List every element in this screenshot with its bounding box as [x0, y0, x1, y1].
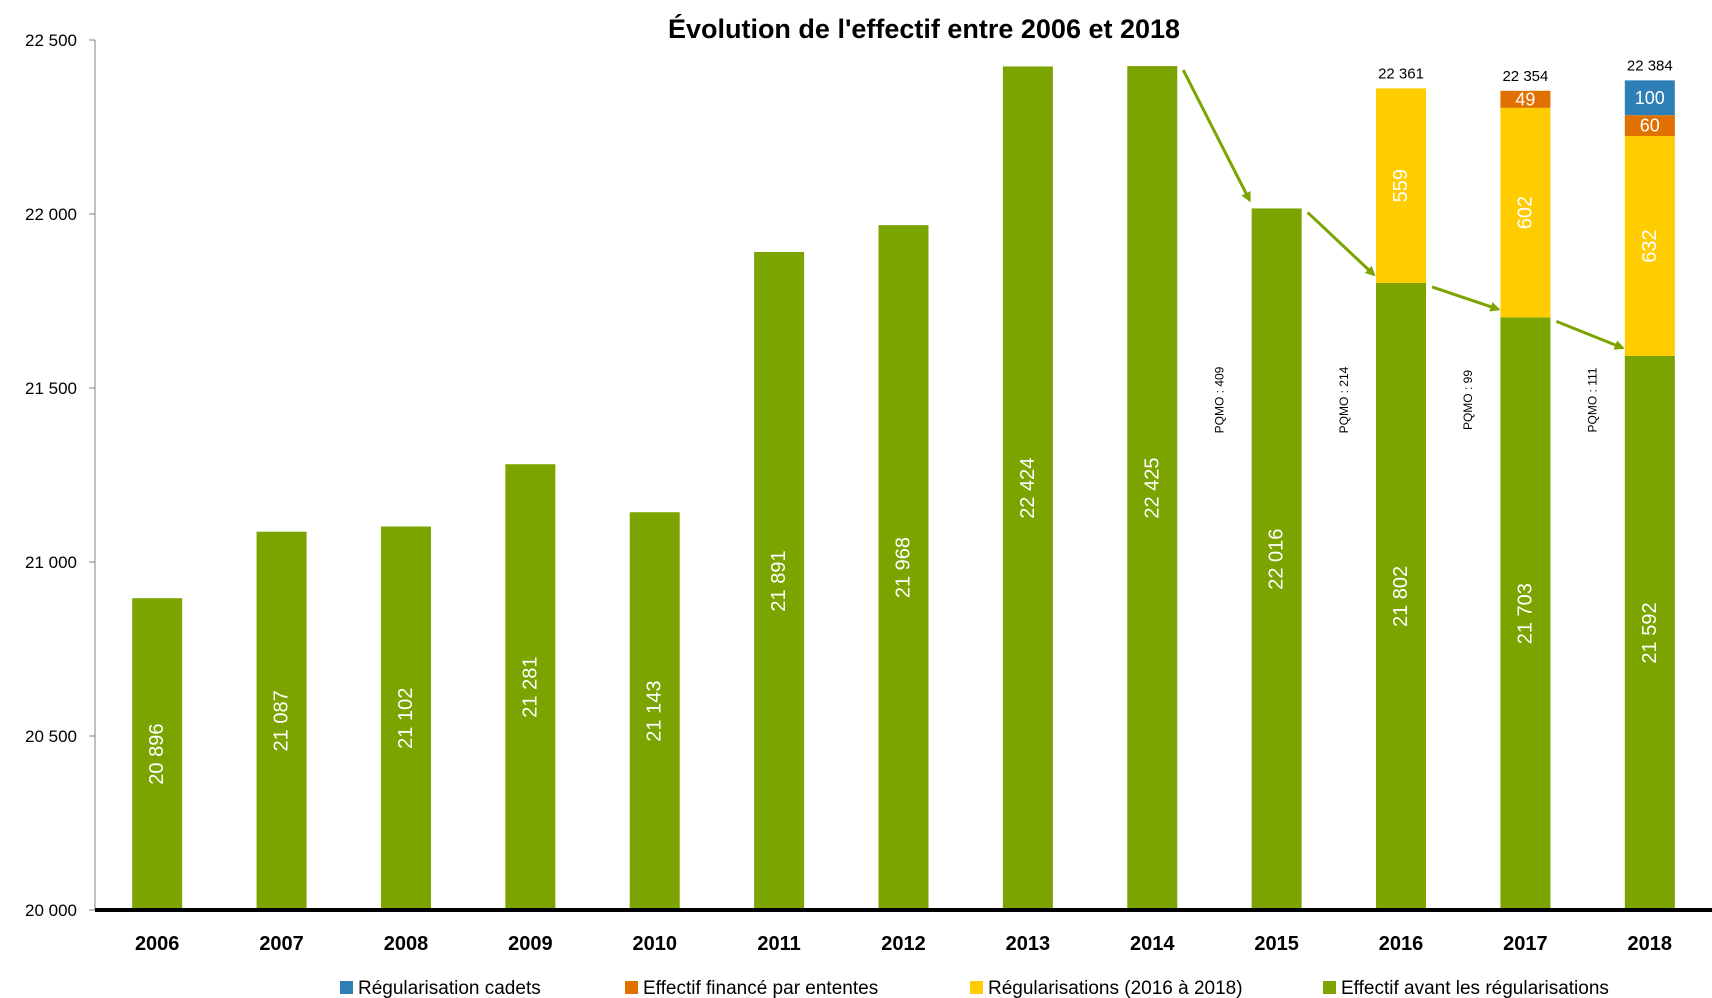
data-label-2017-s2: 49 — [1515, 89, 1535, 109]
bar-2014-s0 — [1127, 66, 1178, 911]
bar-2016-s1 — [1376, 88, 1427, 283]
bar-2018-s3 — [1624, 80, 1675, 116]
bar-2017-s2 — [1500, 90, 1551, 108]
bar-2008-s0 — [380, 526, 431, 910]
data-label-2018-s1: 632 — [1639, 229, 1661, 262]
x-tick-label: 2012 — [881, 933, 926, 955]
y-tick-label: 22 000 — [25, 205, 77, 224]
data-label-2009-s0: 21 281 — [519, 657, 541, 718]
data-label-2013-s0: 22 424 — [1017, 458, 1039, 519]
pqmo-annotation: PQMO : 214 — [1337, 366, 1351, 433]
data-label-2007-s0: 21 087 — [271, 690, 293, 751]
arrows-layer — [1181, 69, 1625, 350]
legend-swatch — [625, 981, 638, 994]
trend-arrow-2017-2018 — [1555, 319, 1625, 350]
y-tick-label: 22 500 — [25, 31, 77, 50]
pqmo-annotation: PQMO : 99 — [1461, 370, 1475, 430]
x-tick-label: 2016 — [1379, 933, 1424, 955]
data-label-2016-s1: 559 — [1390, 169, 1412, 202]
trend-arrow-2014-2015 — [1181, 69, 1251, 203]
axes-layer: 20 000 20 500 21 000 21 500 22 000 22 500 2006… — [25, 31, 1712, 955]
x-tick-label: 2017 — [1503, 933, 1548, 955]
x-tick-label: 2007 — [259, 933, 304, 955]
bar-2018-s1 — [1624, 136, 1675, 356]
data-label-2012-s0: 21 968 — [893, 537, 915, 598]
bar-2012-s0 — [878, 225, 929, 911]
data-label-2011-s0: 21 891 — [768, 550, 790, 611]
x-tick-label: 2008 — [384, 933, 429, 955]
chart-title: Évolution de l'effectif entre 2006 et 20… — [668, 13, 1180, 44]
legend-label: Régularisation cadets — [358, 978, 541, 998]
x-tick-label: 2009 — [508, 933, 553, 955]
data-label-2017-s0: 21 703 — [1514, 583, 1536, 644]
x-tick-label: 2015 — [1254, 933, 1299, 955]
legend-swatch — [970, 981, 983, 994]
x-tick-label: 2018 — [1628, 933, 1673, 955]
bar-2018-s2 — [1624, 115, 1675, 137]
bars-layer — [132, 66, 1675, 911]
bar-2010-s0 — [629, 512, 680, 910]
data-label-2017-s1: 602 — [1514, 196, 1536, 229]
bar-2017-s0 — [1500, 317, 1551, 911]
labels-layer: 20 896 21 087 21 102 21 281 21 143 21 891 21 9… — [146, 57, 1673, 784]
total-label-2017: 22 354 — [1502, 68, 1548, 85]
y-tick-label: 20 000 — [25, 901, 77, 920]
bar-2011-s0 — [754, 251, 805, 910]
bar-2006-s0 — [132, 598, 183, 910]
data-label-2015-s0: 22 016 — [1266, 529, 1288, 590]
pqmo-annotation: PQMO : 409 — [1212, 366, 1226, 433]
legend-label: Effectif financé par ententes — [643, 978, 878, 998]
y-tick-label: 20 500 — [25, 727, 77, 746]
bar-2009-s0 — [505, 464, 556, 910]
x-tick-label: 2014 — [1130, 933, 1175, 955]
data-label-2008-s0: 21 102 — [395, 688, 417, 749]
y-tick-label: 21 500 — [25, 379, 77, 398]
x-tick-label: 2011 — [757, 933, 800, 955]
bar-2007-s0 — [256, 531, 307, 910]
trend-arrow-2016-2017 — [1431, 285, 1501, 312]
legend-swatch — [340, 981, 353, 994]
x-tick-label: 2006 — [135, 933, 180, 955]
x-tick-label: 2010 — [632, 933, 677, 955]
bar-2017-s1 — [1500, 107, 1551, 318]
data-label-2006-s0: 20 896 — [146, 724, 168, 785]
bar-2013-s0 — [1002, 66, 1053, 910]
bar-2018-s0 — [1624, 355, 1675, 910]
x-tick-label: 2013 — [1006, 933, 1051, 955]
legend-label: Régularisations (2016 à 2018) — [988, 978, 1243, 998]
legend-label: Effectif avant les régularisations — [1341, 978, 1609, 998]
data-label-2018-s0: 21 592 — [1639, 602, 1661, 663]
data-label-2016-s0: 21 802 — [1390, 566, 1412, 627]
y-tick-label: 21 000 — [25, 553, 77, 572]
data-label-2018-s2: 60 — [1640, 116, 1660, 136]
bar-2015-s0 — [1251, 208, 1302, 910]
legend-swatch — [1323, 981, 1336, 994]
data-label-2014-s0: 22 425 — [1141, 457, 1163, 518]
data-label-2010-s0: 21 143 — [644, 681, 666, 742]
trend-arrow-2015-2016 — [1306, 211, 1376, 277]
data-label-2018-s3: 100 — [1635, 88, 1665, 108]
total-label-2018: 22 384 — [1627, 57, 1673, 74]
pqmo-annotation: PQMO : 111 — [1586, 367, 1600, 432]
bar-2016-s0 — [1376, 282, 1427, 910]
legend: Régularisation cadets Effectif financé pa… — [340, 978, 1609, 998]
total-label-2016: 22 361 — [1378, 65, 1424, 82]
